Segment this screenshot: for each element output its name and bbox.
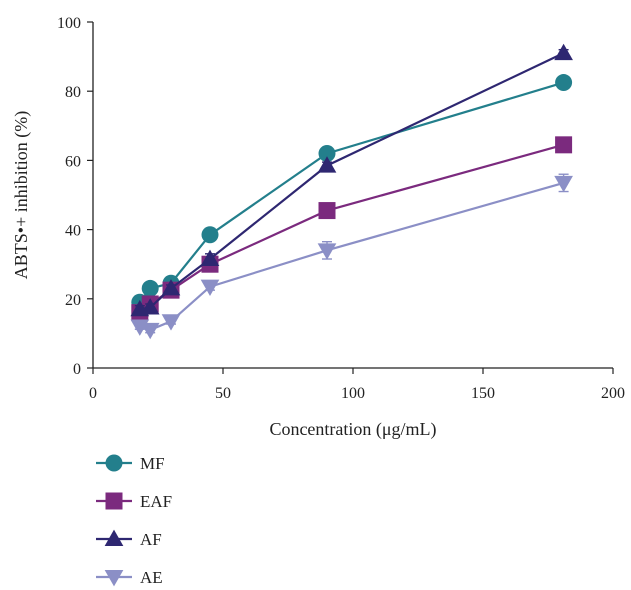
- y-tick-label: 20: [65, 292, 81, 309]
- legend-item-eaf: EAF: [96, 492, 172, 511]
- data-point: [317, 156, 337, 173]
- legend-label: MF: [140, 454, 165, 473]
- series-line: [139, 143, 564, 314]
- legend-label: AF: [140, 530, 162, 549]
- legend-label: EAF: [140, 492, 172, 511]
- data-point: [317, 243, 337, 260]
- y-axis-title: ABTS•+ inhibition (%): [11, 111, 32, 279]
- data-point: [140, 322, 160, 340]
- data-point: [554, 175, 573, 193]
- legend-marker: [105, 492, 123, 510]
- x-tick-label: 200: [601, 385, 625, 402]
- y-ticks: 0 20 40 60 80 100: [57, 15, 93, 378]
- y-tick-label: 40: [65, 223, 81, 240]
- series-mf: [131, 74, 573, 311]
- legend-item-mf: MF: [96, 454, 165, 473]
- series-ae: [130, 173, 573, 340]
- data-point: [140, 298, 160, 315]
- axes: 0 50 100 150 200 0 20 40 60 80 100: [57, 15, 625, 402]
- plot-area: [130, 43, 573, 340]
- x-axis-title: Concentration (μg/mL): [269, 419, 436, 440]
- legend-item-af: AF: [96, 529, 162, 549]
- data-point: [161, 279, 181, 296]
- x-tick-label: 150: [471, 385, 495, 402]
- y-tick-label: 100: [57, 15, 81, 32]
- data-point: [141, 279, 159, 297]
- data-point: [200, 249, 220, 267]
- data-point: [161, 314, 181, 331]
- legend-marker: [104, 569, 124, 587]
- x-tick-label: 50: [215, 385, 231, 402]
- x-ticks: 0 50 100 150 200: [89, 368, 625, 402]
- data-point: [318, 144, 336, 162]
- legend-label: AE: [140, 568, 163, 587]
- x-tick-label: 100: [341, 385, 365, 402]
- x-tick-label: 0: [89, 385, 97, 402]
- y-tick-label: 0: [73, 361, 81, 378]
- legend: MF EAF AF AE: [96, 454, 172, 587]
- data-point: [201, 226, 219, 244]
- legend-marker: [104, 529, 124, 547]
- legend-marker: [105, 454, 123, 472]
- y-tick-label: 80: [65, 84, 81, 101]
- data-point: [554, 43, 573, 61]
- data-point: [200, 279, 220, 297]
- data-point: [555, 74, 573, 92]
- y-tick-label: 60: [65, 153, 81, 170]
- series-eaf: [131, 136, 573, 322]
- data-point: [318, 202, 336, 220]
- legend-item-ae: AE: [96, 568, 163, 587]
- data-point: [555, 136, 573, 154]
- series-af: [130, 43, 573, 317]
